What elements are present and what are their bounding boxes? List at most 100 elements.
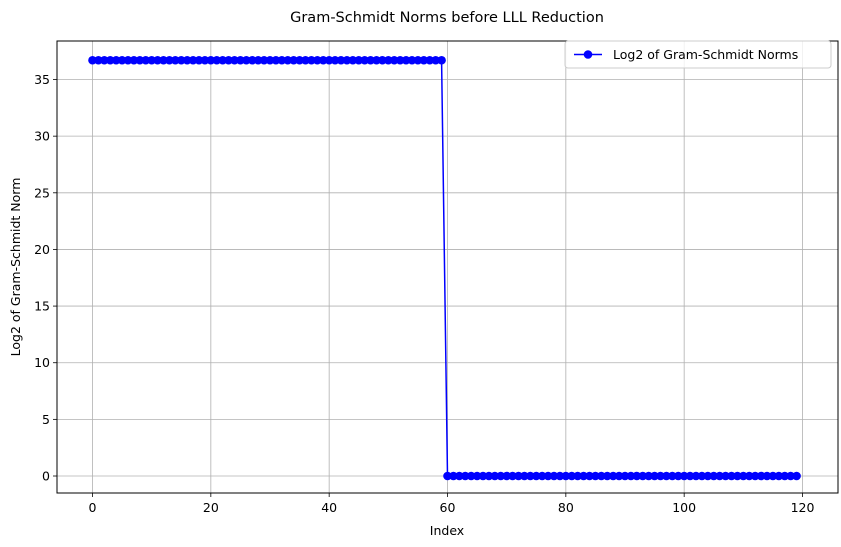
data-point (348, 55, 358, 65)
data-point (449, 471, 458, 481)
data-point (301, 55, 310, 65)
data-point (437, 55, 446, 65)
data-point (407, 55, 417, 65)
legend-marker-swatch (583, 50, 593, 59)
y-tick-label: 35 (34, 72, 50, 87)
data-point (372, 55, 381, 65)
data-point (520, 471, 529, 481)
data-point (750, 471, 760, 481)
data-point (259, 55, 269, 65)
data-point (247, 55, 257, 65)
data-point (413, 55, 423, 65)
data-point (129, 55, 139, 65)
data-point (318, 55, 328, 65)
data-point (733, 471, 742, 481)
data-point (153, 55, 162, 65)
data-point (147, 55, 156, 65)
data-point (531, 471, 541, 481)
data-point (685, 471, 695, 481)
y-tick-label: 30 (34, 129, 50, 144)
data-point (679, 471, 689, 481)
data-point (650, 471, 659, 481)
data-point (324, 55, 334, 65)
data-point (165, 55, 174, 65)
data-point (342, 55, 352, 65)
data-point (656, 471, 665, 481)
series-layer (88, 55, 801, 481)
data-point (561, 471, 571, 481)
data-point (360, 55, 369, 65)
y-tick-label: 10 (34, 355, 50, 370)
data-point (94, 55, 103, 65)
y-axis: 0 5 10 15 20 25 30 35 (34, 72, 57, 484)
data-point (200, 55, 210, 65)
data-point (443, 471, 452, 481)
data-point (135, 55, 145, 65)
grid (57, 41, 838, 493)
x-tick-label: 120 (791, 500, 815, 515)
x-tick-label: 100 (672, 500, 696, 515)
data-point (100, 55, 109, 65)
data-point (478, 471, 488, 481)
data-point (117, 55, 127, 65)
x-tick-label: 40 (321, 500, 337, 515)
data-point (366, 55, 375, 65)
x-axis-label: Index (430, 523, 464, 538)
chart-title: Gram-Schmidt Norms before LLL Reduction (290, 10, 604, 26)
data-point (774, 471, 784, 481)
data-point (123, 55, 133, 65)
data-point (792, 471, 801, 481)
data-point (425, 55, 435, 65)
data-point (579, 471, 588, 481)
data-point (768, 471, 778, 481)
data-point (632, 471, 642, 481)
data-point (484, 471, 494, 481)
data-point (401, 55, 411, 65)
data-point (549, 471, 559, 481)
y-tick-label: 5 (42, 412, 50, 427)
data-point (395, 55, 405, 65)
x-tick-label: 80 (558, 500, 574, 515)
data-point (336, 55, 346, 65)
data-point (419, 55, 429, 65)
data-point (620, 471, 630, 481)
y-tick-label: 0 (42, 469, 50, 484)
data-point (431, 55, 440, 65)
data-point (218, 55, 227, 65)
data-point (466, 471, 476, 481)
data-point (573, 471, 582, 481)
y-tick-label: 25 (34, 185, 50, 200)
data-point (490, 471, 500, 481)
legend: Log2 of Gram-Schmidt Norms (564, 40, 832, 69)
data-point (171, 55, 180, 65)
data-point (715, 471, 724, 481)
data-point (703, 471, 713, 481)
data-point (567, 471, 577, 481)
data-point (224, 55, 233, 65)
data-point (378, 55, 387, 65)
data-point (389, 55, 399, 65)
data-point (496, 471, 506, 481)
data-point (721, 471, 730, 481)
legend-label: Log2 of Gram-Schmidt Norms (613, 47, 798, 62)
data-point (295, 55, 304, 65)
data-point (502, 471, 511, 481)
data-point (194, 55, 204, 65)
data-point (691, 471, 701, 481)
data-point (212, 55, 222, 65)
x-tick-label: 60 (440, 500, 456, 515)
data-point (514, 471, 523, 481)
data-point (508, 471, 517, 481)
data-point (602, 471, 612, 481)
data-point (330, 55, 340, 65)
data-point (591, 471, 600, 481)
data-point (105, 55, 115, 65)
data-point (543, 471, 553, 481)
data-point (739, 471, 748, 481)
data-point (638, 471, 648, 481)
data-point (697, 471, 707, 481)
data-point (384, 55, 393, 65)
y-tick-label: 20 (34, 242, 50, 257)
